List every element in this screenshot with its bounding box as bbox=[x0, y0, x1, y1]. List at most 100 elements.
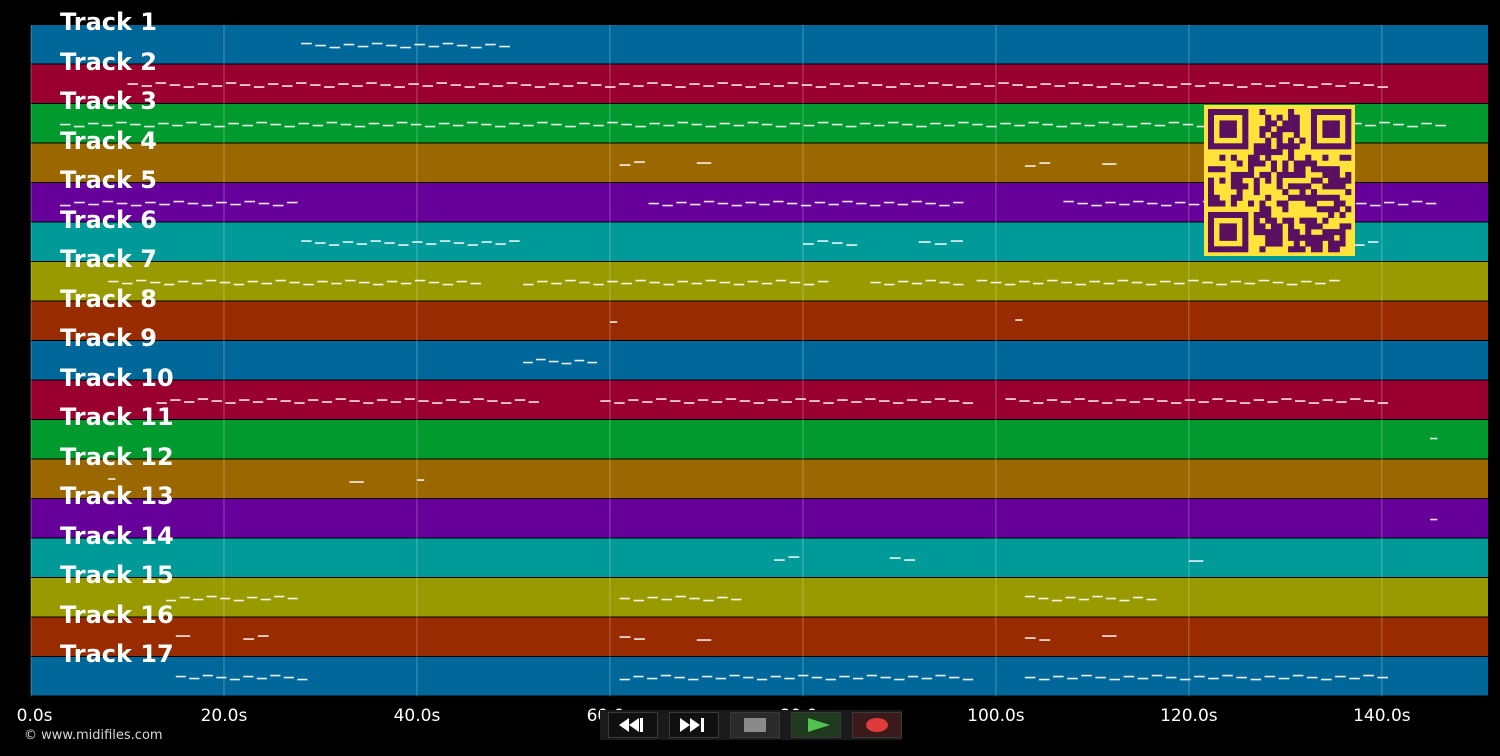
note bbox=[865, 398, 876, 400]
note bbox=[767, 399, 778, 401]
note bbox=[930, 122, 941, 125]
note bbox=[428, 45, 440, 48]
note bbox=[432, 402, 443, 404]
note bbox=[829, 83, 841, 85]
note bbox=[1000, 122, 1011, 125]
note bbox=[1166, 86, 1178, 88]
note bbox=[773, 85, 785, 87]
note bbox=[1074, 398, 1085, 400]
note bbox=[761, 282, 773, 285]
note bbox=[743, 676, 754, 679]
note bbox=[1005, 398, 1016, 400]
note bbox=[1119, 203, 1130, 206]
note bbox=[331, 282, 342, 285]
track-lane bbox=[31, 617, 1488, 656]
note bbox=[719, 281, 731, 284]
note bbox=[662, 204, 673, 207]
note bbox=[1363, 84, 1374, 86]
note bbox=[1018, 280, 1030, 283]
note bbox=[647, 677, 658, 680]
note bbox=[284, 125, 296, 128]
note bbox=[225, 82, 237, 84]
track-label: Track 2 bbox=[60, 47, 158, 76]
note bbox=[368, 122, 380, 125]
note bbox=[884, 283, 895, 286]
note bbox=[894, 678, 905, 681]
note bbox=[717, 82, 728, 84]
note bbox=[442, 283, 454, 286]
note bbox=[528, 401, 539, 403]
note bbox=[197, 83, 209, 85]
note bbox=[898, 280, 909, 283]
play-button[interactable] bbox=[791, 712, 841, 738]
note bbox=[349, 481, 364, 483]
note bbox=[175, 635, 191, 637]
track-label: Track 8 bbox=[60, 284, 158, 313]
note bbox=[579, 281, 590, 284]
fast-forward-button[interactable] bbox=[669, 712, 719, 738]
note bbox=[939, 204, 950, 207]
note bbox=[1320, 678, 1332, 681]
note bbox=[962, 402, 974, 404]
note bbox=[308, 399, 319, 401]
note bbox=[885, 86, 897, 88]
note bbox=[187, 202, 199, 205]
note bbox=[691, 282, 703, 285]
note bbox=[1281, 398, 1292, 400]
note bbox=[523, 283, 534, 286]
note bbox=[1129, 401, 1140, 403]
rewind-button[interactable] bbox=[608, 712, 658, 738]
note bbox=[1019, 400, 1030, 402]
note bbox=[883, 201, 895, 204]
note bbox=[1028, 121, 1039, 124]
qr-code-icon[interactable] bbox=[1204, 105, 1355, 256]
note bbox=[1170, 402, 1182, 404]
note bbox=[815, 86, 827, 88]
note bbox=[509, 240, 520, 242]
note bbox=[301, 240, 312, 242]
note bbox=[696, 162, 712, 164]
note bbox=[243, 675, 254, 678]
note bbox=[416, 479, 425, 481]
note bbox=[817, 121, 829, 124]
note bbox=[814, 201, 826, 204]
note bbox=[1092, 595, 1103, 598]
note bbox=[274, 595, 285, 598]
note bbox=[233, 283, 245, 286]
note bbox=[386, 280, 398, 283]
note bbox=[252, 401, 264, 403]
note bbox=[342, 241, 354, 243]
note bbox=[562, 85, 574, 87]
note bbox=[326, 121, 338, 124]
note bbox=[310, 84, 321, 86]
note bbox=[173, 200, 185, 203]
note bbox=[1138, 82, 1150, 84]
note bbox=[733, 124, 745, 127]
note bbox=[962, 678, 974, 681]
note bbox=[1292, 674, 1304, 677]
note bbox=[857, 82, 869, 84]
note bbox=[1194, 675, 1205, 678]
record-button[interactable] bbox=[852, 712, 902, 738]
note bbox=[352, 85, 363, 87]
note bbox=[1082, 84, 1094, 86]
note bbox=[335, 398, 346, 400]
note bbox=[414, 43, 426, 46]
note bbox=[200, 123, 211, 126]
note bbox=[1078, 598, 1090, 601]
note bbox=[1040, 83, 1051, 85]
note bbox=[1084, 124, 1096, 127]
stop-button[interactable] bbox=[730, 712, 780, 738]
note bbox=[697, 399, 709, 401]
note bbox=[216, 676, 227, 679]
note bbox=[928, 82, 939, 84]
note bbox=[1088, 400, 1099, 402]
note bbox=[649, 122, 660, 125]
note bbox=[1293, 84, 1304, 86]
note bbox=[156, 402, 167, 404]
note bbox=[1397, 203, 1409, 206]
note bbox=[1350, 398, 1361, 400]
note bbox=[619, 678, 630, 681]
note bbox=[1279, 82, 1290, 84]
track-label: Track 11 bbox=[60, 403, 174, 431]
